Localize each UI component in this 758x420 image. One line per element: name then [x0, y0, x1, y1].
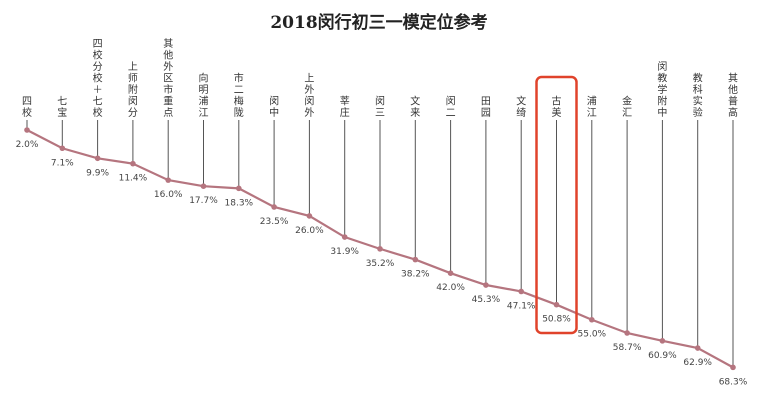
category-label: 市二梅陇: [234, 72, 244, 120]
data-label: 31.9%: [330, 247, 359, 257]
data-point: [271, 204, 277, 210]
data-label: 7.1%: [51, 158, 74, 168]
data-point: [694, 345, 701, 351]
data-point: [236, 185, 242, 192]
data-point: [130, 160, 136, 167]
data-point: [200, 183, 207, 190]
data-label: 42.0%: [436, 283, 465, 293]
category-label: 闵教学附中: [657, 60, 667, 119]
category-label: 向明浦江: [199, 72, 209, 120]
category-label: 其他外区市重点: [163, 38, 173, 119]
data-point: [447, 270, 454, 277]
category-label: 古美: [552, 95, 562, 120]
chart-title: 2018闵行初三一模定位参考: [270, 13, 488, 33]
category-label: 莘庄: [340, 95, 350, 120]
data-label: 50.8%: [542, 315, 571, 325]
data-point: [730, 364, 736, 371]
data-point: [377, 246, 383, 252]
data-label: 2.0%: [16, 140, 39, 150]
data-point: [518, 288, 524, 295]
data-point: [59, 145, 66, 152]
category-label: 四校: [22, 97, 32, 120]
category-label: 其他普高: [728, 73, 738, 120]
data-point: [165, 177, 171, 183]
category-label: 田园: [481, 97, 491, 120]
data-point: [24, 127, 30, 133]
category-label: 教科实验: [693, 72, 703, 120]
data-label: 18.3%: [225, 198, 254, 208]
data-label: 55.0%: [578, 330, 607, 340]
data-label: 26.0%: [295, 226, 324, 236]
data-label: 35.2%: [366, 259, 395, 269]
category-label: 文绮: [516, 95, 526, 120]
data-label: 62.9%: [683, 358, 712, 368]
data-label: 16.0%: [154, 190, 183, 200]
data-point: [624, 330, 630, 336]
data-point: [306, 213, 313, 219]
data-point: [94, 155, 101, 162]
data-point: [412, 256, 419, 263]
category-label: 四校分校＋七校: [93, 39, 103, 119]
data-point: [341, 234, 348, 240]
data-point: [659, 338, 666, 344]
data-label: 11.4%: [119, 174, 148, 184]
data-point: [483, 282, 489, 288]
category-label: 闵二: [446, 95, 456, 120]
data-label: 38.2%: [401, 270, 430, 280]
data-point: [589, 316, 595, 323]
data-label: 23.5%: [260, 217, 289, 227]
category-label: 闵中: [269, 95, 279, 120]
highlight-box: [535, 75, 578, 335]
category-label: 文来: [410, 95, 420, 120]
data-label: 47.1%: [507, 301, 536, 311]
data-point: [553, 301, 560, 308]
category-label: 浦江: [587, 95, 597, 120]
category-label: 金汇: [622, 95, 632, 120]
category-label: 上师附闵分: [128, 61, 138, 119]
category-label: 七宝: [57, 96, 67, 120]
data-label: 68.3%: [719, 377, 748, 387]
data-label: 9.9%: [86, 168, 109, 178]
category-label: 闵三: [375, 95, 385, 120]
data-label: 45.3%: [472, 295, 501, 305]
data-label: 17.7%: [189, 196, 218, 206]
category-label: 上外闵外: [304, 73, 314, 120]
data-label: 60.9%: [648, 351, 677, 361]
data-label: 58.7%: [613, 343, 642, 353]
